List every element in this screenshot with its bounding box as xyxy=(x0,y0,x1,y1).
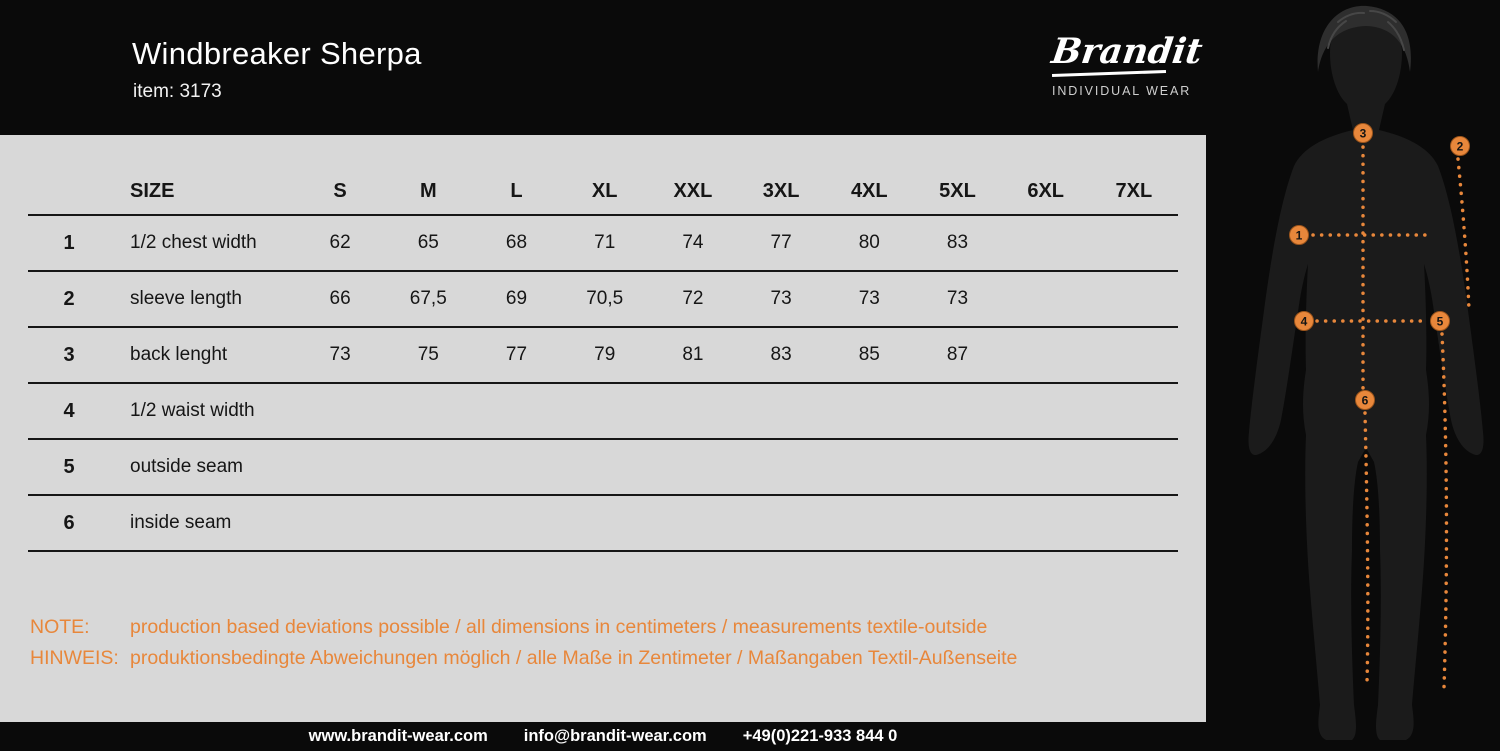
note-label: NOTE: xyxy=(30,616,90,638)
measurement-value: 77 xyxy=(770,232,792,253)
svg-text:6: 6 xyxy=(1362,394,1369,408)
size-header-label: SIZE xyxy=(130,179,175,202)
measurement-value: 83 xyxy=(946,232,969,253)
measurement-figure: 1 2 3 4 5 6 xyxy=(1248,5,1484,740)
header: Windbreaker Sherpa item: 3173 Brandit IN… xyxy=(0,0,1206,135)
footer: www.brandit-wear.com info@brandit-wear.c… xyxy=(0,722,1206,751)
measurement-value: 73 xyxy=(858,288,880,309)
measurement-row: 2 sleeve length 66 67,5 69 70,5 72 73 73 73 xyxy=(28,272,1178,328)
sleeve-length-line xyxy=(1456,157,1471,312)
size-column-header: 5XL xyxy=(939,179,976,202)
brand-logo: Brandit INDIVIDUAL WEAR xyxy=(1049,31,1205,98)
measurement-value: 73 xyxy=(946,288,969,309)
measurement-value: 73 xyxy=(329,344,351,365)
size-column-header: XL xyxy=(591,179,618,202)
hinweis-label: HINWEIS: xyxy=(30,647,119,669)
size-column-header: M xyxy=(419,179,437,202)
size-column-header: 7XL xyxy=(1115,179,1153,202)
measurement-value: 80 xyxy=(858,232,880,253)
svg-text:3: 3 xyxy=(1360,127,1367,141)
size-table: SIZE S M L XL XXL 3XL 4XL 5XL 6XL 7XL 1 1/2 chest wi… xyxy=(28,168,1178,552)
footer-website: www.brandit-wear.com xyxy=(308,727,488,745)
measurement-value: 62 xyxy=(329,232,351,253)
size-column-header: 3XL xyxy=(762,179,800,202)
measurement-value: 74 xyxy=(682,232,704,253)
svg-text:2: 2 xyxy=(1457,140,1464,154)
measurement-number: 5 xyxy=(63,455,75,478)
measurement-number: 4 xyxy=(63,399,75,422)
measurement-row: 6 inside seam xyxy=(28,496,1178,552)
size-column-header: S xyxy=(333,179,347,202)
measurement-number: 1 xyxy=(63,231,75,254)
measurement-value: 73 xyxy=(770,288,792,309)
measurement-number: 2 xyxy=(63,287,75,310)
hair-strands xyxy=(1327,10,1405,51)
measurement-number: 3 xyxy=(63,343,75,366)
measurement-value: 68 xyxy=(505,232,528,253)
measurement-value: 79 xyxy=(594,344,616,365)
marker-2: 2 xyxy=(1450,136,1470,156)
measurement-label: sleeve length xyxy=(130,288,242,309)
measurement-value: 70,5 xyxy=(586,288,624,309)
body-silhouette xyxy=(1248,10,1484,740)
measurement-value: 83 xyxy=(770,344,792,365)
product-title: Windbreaker Sherpa xyxy=(132,36,422,71)
size-column-header: XXL xyxy=(673,179,713,202)
measurement-label: back lenght xyxy=(130,344,228,365)
notes: NOTE: production based deviations possib… xyxy=(30,612,1017,674)
measurement-label: outside seam xyxy=(130,456,244,477)
svg-text:5: 5 xyxy=(1437,315,1444,329)
svg-text:4: 4 xyxy=(1301,315,1308,329)
measurement-row: 4 1/2 waist width xyxy=(28,384,1178,440)
note-row-en: NOTE: production based deviations possib… xyxy=(30,612,1017,643)
size-column-header: 6XL xyxy=(1027,179,1065,202)
marker-4: 4 xyxy=(1294,311,1314,331)
table-header-row: SIZE S M L XL XXL 3XL 4XL 5XL 6XL 7XL xyxy=(28,168,1178,216)
marker-5: 5 xyxy=(1430,311,1450,331)
measurement-label: 1/2 waist width xyxy=(130,400,255,421)
brand-name: Brandit xyxy=(1049,31,1205,72)
measurement-value: 75 xyxy=(417,344,439,365)
measurement-value: 72 xyxy=(682,288,704,309)
measurement-value: 65 xyxy=(417,232,439,253)
footer-email: info@brandit-wear.com xyxy=(523,727,707,745)
measurement-row: 3 back lenght 73 75 77 79 81 83 85 87 xyxy=(28,328,1178,384)
measurement-value: 85 xyxy=(858,344,880,365)
measurement-value: 87 xyxy=(946,344,969,365)
hinweis-text: produktionsbedingte Abweichungen möglich… xyxy=(130,647,1018,669)
measurement-label: 1/2 chest width xyxy=(130,232,257,253)
outside-seam-line xyxy=(1440,332,1449,690)
inside-seam-line xyxy=(1363,411,1370,685)
item-number: item: 3173 xyxy=(133,81,222,102)
note-row-de: HINWEIS: produktionsbedingte Abweichunge… xyxy=(30,643,1017,674)
footer-phone: +49(0)221-933 844 0 xyxy=(742,727,898,745)
measurement-value: 66 xyxy=(329,288,351,309)
measurement-value: 81 xyxy=(682,344,704,365)
size-column-header: 4XL xyxy=(850,179,888,202)
figure-panel: 1 2 3 4 5 6 xyxy=(1206,0,1500,751)
measurement-row: 5 outside seam xyxy=(28,440,1178,496)
svg-text:1: 1 xyxy=(1296,229,1303,243)
marker-6: 6 xyxy=(1355,390,1375,410)
brand-tagline: INDIVIDUAL WEAR xyxy=(1052,83,1192,98)
size-column-header: L xyxy=(510,179,523,202)
measurement-value: 69 xyxy=(505,288,528,309)
measurement-row: 1 1/2 chest width 62 65 68 71 74 77 80 83 xyxy=(28,216,1178,272)
measurement-value: 77 xyxy=(505,344,528,365)
marker-3: 3 xyxy=(1353,123,1373,143)
measurement-number: 6 xyxy=(63,511,75,534)
measurement-value: 67,5 xyxy=(409,288,447,309)
measurement-value: 71 xyxy=(594,232,616,253)
measurement-label: inside seam xyxy=(130,512,232,533)
marker-1: 1 xyxy=(1289,225,1309,245)
note-text: production based deviations possible / a… xyxy=(130,616,988,638)
